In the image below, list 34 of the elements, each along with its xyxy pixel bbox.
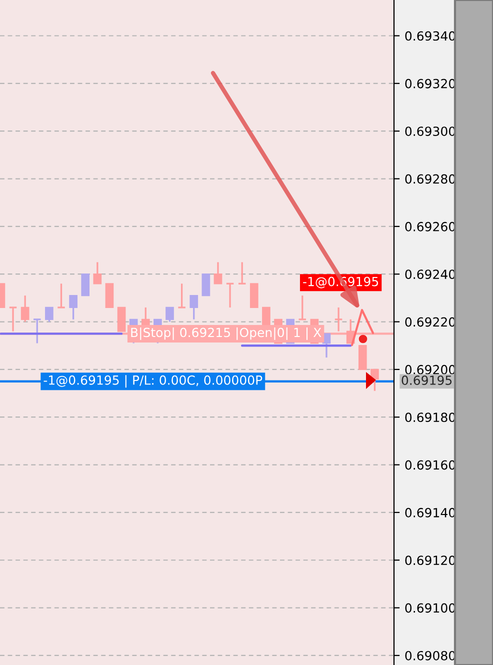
candlestick [32,318,42,344]
candlestick [56,282,66,308]
candlestick [166,306,174,323]
y-tick-label: 0.69100 [405,603,456,613]
y-tick-label: 0.69180 [405,412,456,422]
y-tick-label: 0.69080 [405,650,456,660]
y-tick-label: 0.69340 [405,31,456,41]
candlestick [214,261,222,284]
y-tick-label: 0.69240 [405,270,456,280]
text: 0.69195 [402,376,452,385]
candlestick [190,294,198,320]
y-tick-label: 0.69200 [405,364,456,374]
candlestick [69,294,78,320]
y-tick-label: 0.69280 [405,174,456,184]
candlestick [105,283,114,308]
candlestick [20,294,30,323]
y-tick-label: 0.69220 [405,317,456,327]
candlestick [202,274,210,296]
candlestick [93,261,102,284]
y-tick-label: 0.69320 [405,78,456,88]
y-tick-label: 0.69300 [405,126,456,136]
candlestick [250,283,258,308]
candlestick [81,274,90,296]
annotation: -1@0.69195 [303,276,378,288]
ref-line-label: B|Stop| 0.69215 |Open|0| 1 | X [131,327,322,340]
y-tick-label: 0.69140 [405,508,456,518]
y-tick-label: 0.69160 [405,460,456,470]
candlestick [358,345,367,370]
candlestick [45,306,54,323]
candlestick [370,368,379,392]
y-tick-label: 0.69120 [405,556,456,566]
candlestick [8,306,18,332]
candlestick [177,282,186,308]
y-tick-label: 0.69260 [405,222,456,232]
